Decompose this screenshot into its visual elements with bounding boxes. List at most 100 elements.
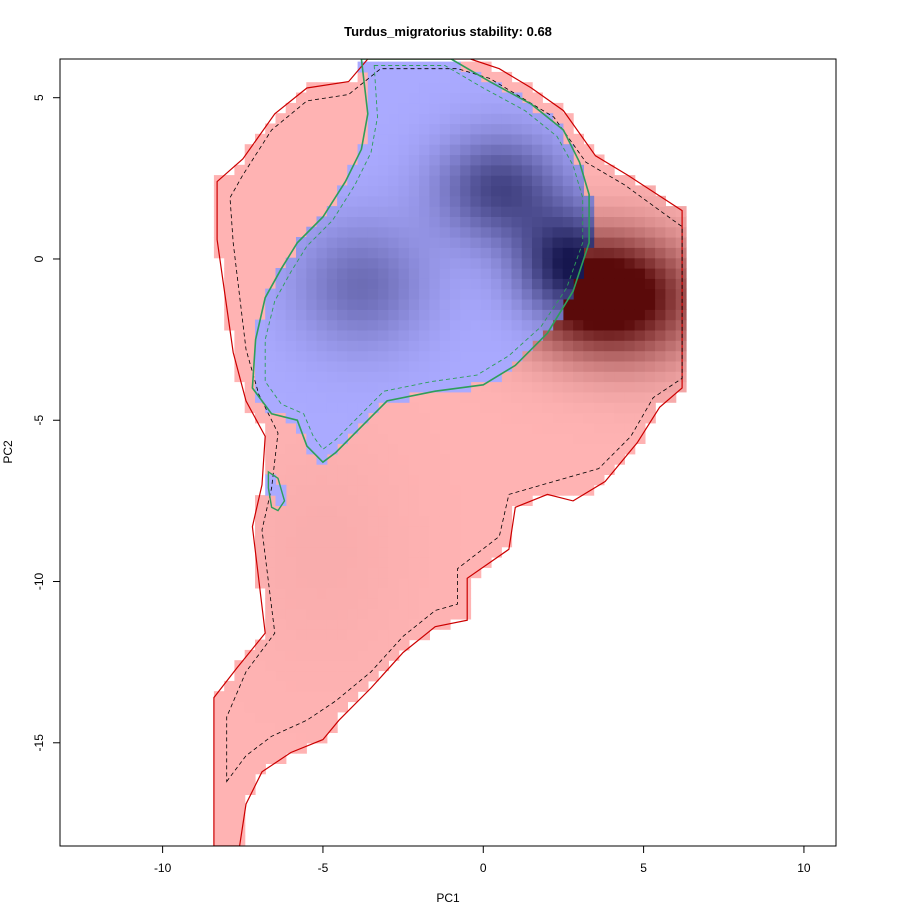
- focal-cell: [306, 288, 318, 300]
- focal-cell: [357, 237, 369, 248]
- background-cell: [337, 629, 348, 641]
- focal-cell: [296, 268, 307, 279]
- focal-cell: [398, 340, 410, 352]
- background-cell: [337, 92, 348, 104]
- background-cell: [275, 691, 287, 703]
- background-cell: [367, 557, 379, 568]
- background-cell: [337, 133, 348, 145]
- background-cell: [275, 732, 287, 744]
- background-cell: [388, 474, 400, 486]
- background-cell: [265, 133, 277, 145]
- background-cell: [285, 629, 297, 641]
- focal-cell: [367, 299, 379, 310]
- focal-cell: [542, 309, 554, 321]
- background-cell: [388, 495, 400, 506]
- focal-cell: [491, 247, 502, 259]
- focal-cell: [347, 391, 359, 403]
- background-cell: [265, 680, 277, 692]
- background-cell: [285, 123, 297, 135]
- focal-cell: [408, 278, 420, 290]
- background-cell: [244, 216, 256, 228]
- focal-cell: [357, 340, 369, 352]
- background-cell: [296, 185, 307, 197]
- background-cell: [644, 381, 656, 393]
- y-axis-title: PC2: [1, 440, 15, 464]
- background-cell: [244, 784, 256, 795]
- focal-cell: [573, 237, 584, 248]
- focal-cell: [275, 371, 287, 383]
- focal-cell: [532, 154, 543, 166]
- background-cell: [429, 402, 441, 414]
- focal-cell: [521, 206, 533, 217]
- background-cell: [655, 288, 666, 300]
- background-cell: [593, 412, 605, 424]
- focal-cell: [511, 309, 523, 321]
- background-cell: [624, 268, 636, 279]
- background-cell: [562, 474, 574, 486]
- background-cell: [542, 433, 554, 444]
- background-cell: [562, 329, 574, 341]
- background-cell: [275, 722, 287, 733]
- focal-cell: [326, 381, 338, 393]
- focal-cell: [552, 185, 564, 197]
- background-cell: [275, 505, 287, 517]
- background-cell: [624, 381, 636, 393]
- background-cell: [213, 226, 225, 238]
- focal-cell: [460, 319, 472, 331]
- background-cell: [285, 701, 297, 713]
- background-cell: [265, 185, 277, 197]
- background-cell: [408, 484, 420, 496]
- focal-cell: [285, 329, 297, 341]
- focal-cell: [501, 216, 513, 228]
- background-cell: [296, 515, 307, 527]
- background-cell: [224, 680, 236, 692]
- background-cell: [265, 164, 277, 176]
- focal-cell: [449, 71, 461, 83]
- focal-cell: [367, 71, 379, 83]
- background-cell: [234, 732, 246, 744]
- focal-cell: [265, 360, 277, 372]
- focal-cell: [378, 309, 389, 321]
- background-cell: [593, 268, 605, 279]
- background-cell: [347, 453, 359, 465]
- focal-cell: [275, 350, 287, 362]
- focal-cell: [408, 102, 420, 114]
- focal-cell: [521, 113, 533, 125]
- background-cell: [244, 309, 256, 321]
- focal-cell: [367, 82, 379, 94]
- focal-cell: [532, 329, 543, 341]
- background-cell: [234, 794, 246, 806]
- focal-cell: [480, 371, 492, 383]
- background-cell: [634, 340, 646, 352]
- background-cell: [357, 484, 369, 496]
- background-cell: [603, 329, 615, 341]
- background-cell: [337, 598, 348, 610]
- background-cell: [532, 402, 543, 414]
- background-cell: [521, 443, 533, 455]
- background-cell: [429, 484, 441, 496]
- background-cell: [408, 598, 420, 610]
- background-cell: [532, 340, 543, 352]
- background-cell: [675, 226, 687, 238]
- focal-cell: [378, 329, 389, 341]
- background-cell: [326, 474, 338, 486]
- focal-cell: [316, 237, 328, 248]
- background-cell: [419, 577, 430, 589]
- background-cell: [296, 495, 307, 506]
- background-cell: [296, 577, 307, 589]
- background-cell: [244, 319, 256, 331]
- focal-cell: [429, 288, 441, 300]
- focal-cell: [419, 71, 430, 83]
- background-cell: [675, 329, 687, 341]
- focal-cell: [449, 206, 461, 217]
- focal-cell: [419, 350, 430, 362]
- background-cell: [398, 557, 410, 568]
- focal-cell: [296, 422, 307, 434]
- background-cell: [665, 206, 677, 217]
- focal-cell: [439, 206, 451, 217]
- focal-cell: [552, 133, 564, 145]
- background-cell: [460, 515, 472, 527]
- focal-cell: [562, 226, 574, 238]
- background-cell: [316, 464, 328, 475]
- background-cell: [357, 422, 369, 434]
